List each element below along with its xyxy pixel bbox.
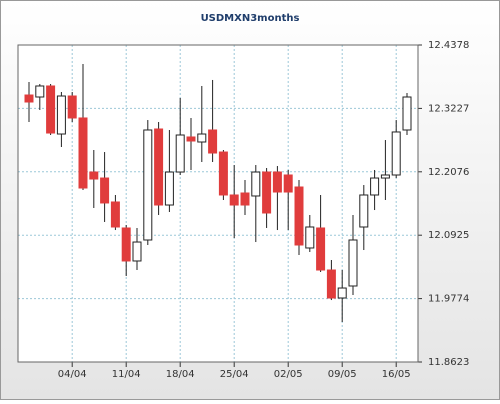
x-tick-label: 18/04 [166,369,195,380]
x-tick-label: 09/05 [328,369,357,380]
x-tick-label: 16/05 [382,369,411,380]
candle-body [78,117,88,189]
x-tick-label: 25/04 [220,369,249,380]
candle-body [35,85,45,98]
candle-body [132,241,142,262]
candle-body [391,131,401,176]
candle-body [370,177,380,196]
plot-area [18,45,418,362]
candle-body [121,227,131,262]
candle-body [110,201,120,228]
candle-body [175,134,185,173]
x-tick-label: 11/04 [112,369,141,380]
chart-title: USDMXN3months [201,13,300,24]
candle-body [402,96,412,131]
plot-border [17,44,419,363]
candle-body [186,136,196,142]
candle-body [154,128,164,206]
x-tick-label: 02/05 [274,369,303,380]
y-tick-label: 12.4378 [428,40,469,51]
candle-body [229,194,239,206]
candle-body [218,151,228,196]
candle-body [100,177,110,204]
candle-body [348,239,358,287]
candle-body [89,171,99,180]
candle-body [283,174,293,193]
candle-body [262,171,272,214]
candle-body [46,85,56,134]
candle-body [380,174,390,179]
candle-body [208,129,218,154]
candle-body [240,192,250,206]
x-tick-label: 04/04 [58,369,87,380]
candle-body [326,269,336,299]
candle-body [272,171,282,193]
candle-body [337,287,347,299]
candle-body [251,171,261,197]
candle-body [24,94,34,103]
candle-body [67,95,77,119]
candle-body [359,194,369,228]
candle-body [197,133,207,143]
candle-body [143,129,153,241]
candle-body [305,226,315,249]
y-tick-label: 12.0925 [428,230,469,241]
candle-body [316,227,326,271]
candle-body [56,95,66,135]
candle-body [164,171,174,206]
y-tick-label: 12.2076 [428,167,469,178]
candle-body [294,186,304,246]
y-tick-label: 12.3227 [428,103,469,114]
y-tick-label: 11.8623 [428,357,469,368]
y-tick-label: 11.9774 [428,294,469,305]
